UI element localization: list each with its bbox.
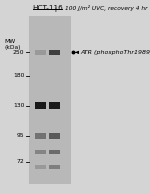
FancyBboxPatch shape (35, 133, 46, 139)
Text: ATR (phosphoThr1989): ATR (phosphoThr1989) (80, 50, 150, 55)
FancyBboxPatch shape (35, 50, 46, 55)
Text: 250: 250 (13, 50, 24, 55)
FancyBboxPatch shape (35, 165, 46, 169)
Text: MW
(kDa): MW (kDa) (4, 39, 21, 50)
FancyBboxPatch shape (49, 50, 60, 55)
Text: +: + (52, 7, 58, 13)
Text: −: − (37, 7, 43, 13)
Text: 100 J/m² UVC, recovery 4 hr: 100 J/m² UVC, recovery 4 hr (65, 5, 147, 11)
Text: HCT-116: HCT-116 (32, 5, 63, 11)
Text: 130: 130 (13, 103, 24, 108)
Text: 95: 95 (17, 133, 24, 138)
Text: 72: 72 (17, 159, 24, 165)
FancyBboxPatch shape (49, 102, 60, 109)
Text: 180: 180 (13, 73, 24, 78)
FancyBboxPatch shape (35, 150, 46, 154)
FancyBboxPatch shape (29, 16, 71, 184)
FancyBboxPatch shape (35, 102, 46, 109)
FancyBboxPatch shape (49, 150, 60, 154)
FancyBboxPatch shape (49, 165, 60, 169)
FancyBboxPatch shape (49, 133, 60, 139)
